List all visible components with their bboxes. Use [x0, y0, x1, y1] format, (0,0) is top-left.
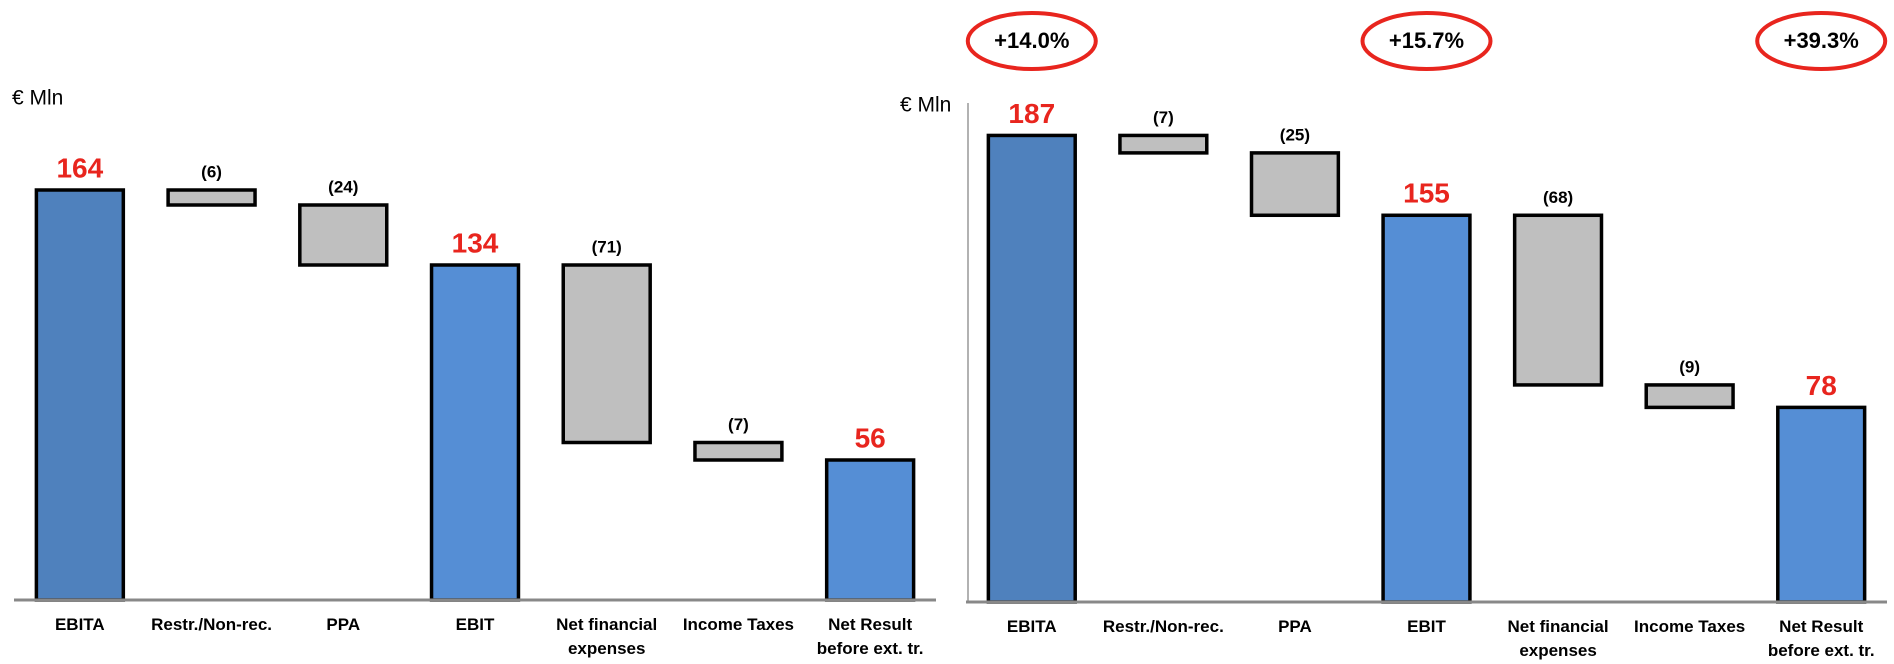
x-tick-label: EBITA: [55, 615, 105, 634]
bar: [429, 263, 521, 602]
annotation-circle: [1755, 11, 1888, 71]
annotation: +14.0%: [994, 28, 1069, 53]
value-label: (7): [728, 415, 749, 434]
x-tick-line: Restr./Non-rec.: [1103, 617, 1224, 636]
value-label: 134: [452, 227, 499, 258]
bar: [1118, 133, 1209, 155]
x-tick-line: Net Result: [1779, 617, 1863, 636]
x-tick-line: PPA: [326, 615, 360, 634]
bar: [166, 188, 257, 207]
x-tick-line: EBITA: [55, 615, 105, 634]
x-tick-line: before ext. tr.: [817, 639, 924, 658]
x-tick-line: EBITA: [1007, 617, 1057, 636]
annotation-circle: [965, 11, 1098, 71]
bar: [693, 440, 784, 462]
bar: [1644, 383, 1735, 410]
value-label: (6): [201, 162, 222, 181]
value-label: (71): [592, 237, 622, 256]
x-tick-line: EBIT: [1407, 617, 1446, 636]
bar: [824, 458, 916, 602]
x-tick-line: Income Taxes: [1634, 617, 1745, 636]
x-tick-line: Net financial: [1508, 617, 1609, 636]
x-tick-label: Income Taxes: [1634, 617, 1745, 636]
bar: [986, 133, 1077, 604]
x-tick-line: Net Result: [828, 615, 912, 634]
bar: [298, 203, 389, 267]
value-label: 187: [1008, 98, 1055, 129]
x-tick-label: Net Result before ext. tr.: [817, 615, 924, 658]
annotation: +15.7%: [1389, 28, 1464, 53]
annotation: +39.3%: [1784, 28, 1859, 53]
x-tick-label: EBIT: [1407, 617, 1446, 636]
value-label: (9): [1679, 357, 1700, 376]
x-tick-line: expenses: [568, 639, 646, 658]
x-tick-line: expenses: [1519, 641, 1597, 660]
x-tick-label: Income Taxes: [683, 615, 794, 634]
x-tick-label: Net Result before ext. tr.: [1768, 617, 1875, 660]
value-label: (7): [1153, 108, 1174, 127]
x-tick-line: Income Taxes: [683, 615, 794, 634]
x-tick-label: Restr./Non-rec.: [151, 615, 272, 634]
bar: [1776, 405, 1867, 604]
bar: [561, 263, 652, 445]
x-tick-label: Net financial expenses: [556, 615, 657, 658]
x-tick-label: PPA: [1278, 617, 1312, 636]
x-tick-label: EBITA: [1007, 617, 1057, 636]
bar: [1512, 213, 1604, 387]
bar: [34, 188, 126, 602]
value-label: 155: [1403, 178, 1450, 209]
value-label: 56: [855, 422, 886, 453]
value-label: (68): [1543, 188, 1573, 207]
bar: [1381, 213, 1472, 604]
x-tick-label: Net financial expenses: [1508, 617, 1609, 660]
annotation-circle: [1360, 11, 1493, 71]
x-tick-line: Net financial: [556, 615, 657, 634]
x-tick-line: before ext. tr.: [1768, 641, 1875, 660]
bar: [1249, 151, 1341, 218]
value-label: (25): [1280, 125, 1310, 144]
x-tick-label: Restr./Non-rec.: [1103, 617, 1224, 636]
x-tick-line: PPA: [1278, 617, 1312, 636]
y-axis-label: € Mln: [12, 87, 63, 110]
value-label: 164: [56, 152, 103, 183]
value-label: 78: [1806, 370, 1837, 401]
x-tick-label: PPA: [326, 615, 360, 634]
value-label: (24): [328, 177, 358, 196]
y-axis-label: € Mln: [900, 94, 951, 117]
x-tick-line: Restr./Non-rec.: [151, 615, 272, 634]
x-tick-label: EBIT: [456, 615, 495, 634]
x-tick-line: EBIT: [456, 615, 495, 634]
